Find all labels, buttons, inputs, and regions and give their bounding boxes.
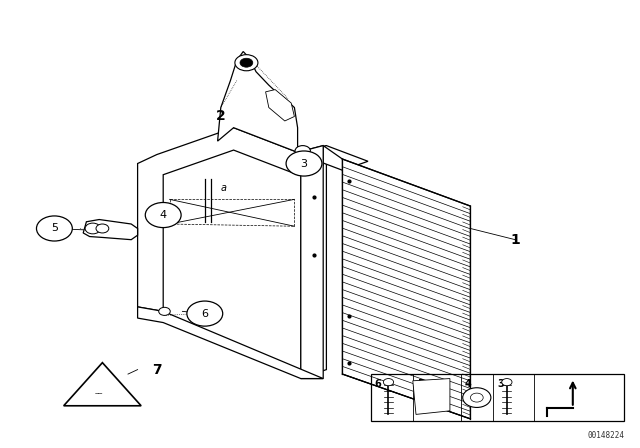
- Polygon shape: [301, 146, 326, 379]
- Polygon shape: [342, 159, 470, 419]
- Polygon shape: [301, 146, 368, 170]
- Polygon shape: [138, 128, 323, 311]
- Text: 4: 4: [465, 379, 472, 388]
- Text: 5: 5: [417, 379, 424, 388]
- Circle shape: [383, 379, 394, 386]
- Circle shape: [36, 216, 72, 241]
- Text: 4: 4: [159, 210, 167, 220]
- Circle shape: [240, 58, 253, 67]
- Polygon shape: [218, 52, 298, 152]
- Text: 6: 6: [374, 379, 381, 388]
- Polygon shape: [413, 379, 450, 414]
- Circle shape: [145, 202, 181, 228]
- Text: a: a: [221, 183, 227, 193]
- Text: ~~: ~~: [95, 391, 104, 397]
- Circle shape: [96, 224, 109, 233]
- Circle shape: [235, 55, 258, 71]
- Text: 3: 3: [497, 379, 504, 388]
- Circle shape: [295, 146, 310, 156]
- Polygon shape: [138, 307, 323, 379]
- Text: 5: 5: [51, 224, 58, 233]
- Circle shape: [502, 379, 512, 386]
- Polygon shape: [64, 363, 141, 406]
- Text: 7: 7: [152, 362, 162, 377]
- Text: 00148224: 00148224: [587, 431, 624, 440]
- Circle shape: [463, 388, 491, 408]
- Circle shape: [286, 151, 322, 176]
- Text: 1: 1: [510, 233, 520, 247]
- Bar: [371, 374, 624, 421]
- Polygon shape: [266, 90, 294, 121]
- Circle shape: [470, 393, 483, 402]
- Text: 2: 2: [216, 109, 226, 124]
- Text: 3: 3: [301, 159, 307, 168]
- Polygon shape: [83, 220, 138, 240]
- Polygon shape: [298, 146, 323, 379]
- Circle shape: [187, 301, 223, 326]
- Text: 6: 6: [202, 309, 208, 319]
- Circle shape: [159, 307, 170, 315]
- Circle shape: [85, 223, 100, 234]
